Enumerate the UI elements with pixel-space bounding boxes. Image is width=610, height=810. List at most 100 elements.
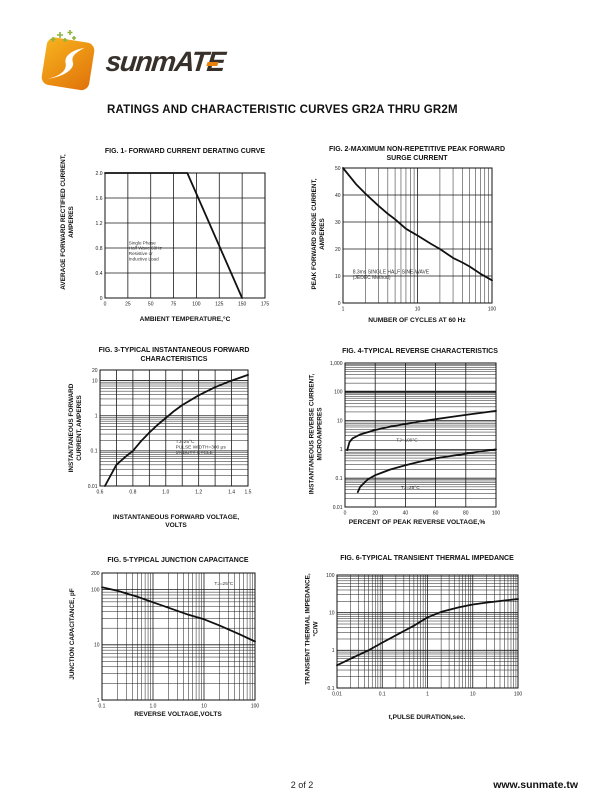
fig2-x-axis-label: NUMBER OF CYCLES AT 60 Hz	[368, 317, 466, 324]
svg-text:1.0: 1.0	[150, 704, 157, 710]
svg-text:0.8: 0.8	[96, 246, 103, 252]
fig4-x-axis-label: PERCENT OF PEAK REVERSE VOLTAGE,%	[348, 519, 486, 526]
svg-text:100: 100	[492, 511, 501, 517]
fig5-x-axis-label: REVERSE VOLTAGE,VOLTS	[134, 711, 222, 718]
fig6-x-axis-label: t,PULSE DURATION,sec.	[388, 714, 466, 721]
svg-text:10: 10	[92, 378, 98, 384]
svg-text:0.01: 0.01	[88, 484, 98, 490]
svg-text:1: 1	[95, 414, 98, 420]
fig1-y-axis-label: AVERAGE FORWARD RECTIFIED CURRENT, AMPER…	[60, 154, 75, 290]
fig5-title: FIG. 5-TYPICAL JUNCTION CAPACITANCE	[107, 557, 249, 564]
svg-text:2.0: 2.0	[96, 171, 103, 177]
svg-text:1.5: 1.5	[245, 490, 252, 496]
sunmate-logo-icon	[41, 30, 95, 91]
fig2-plot: 1 10 100 0 10 20 30 40 50 8.3ms SINGLE HALF SINE-…	[335, 166, 497, 313]
svg-text:100: 100	[192, 302, 201, 308]
page-number: 2 of 2	[290, 780, 314, 790]
svg-text:0.1: 0.1	[328, 686, 335, 692]
svg-text:0.6: 0.6	[97, 490, 104, 496]
svg-text:0.01: 0.01	[333, 505, 343, 511]
logo-sparkles	[50, 30, 76, 42]
svg-text:125: 125	[215, 302, 224, 308]
svg-text:100: 100	[488, 307, 497, 313]
svg-text:0.1: 0.1	[99, 704, 106, 710]
brand-accent-bar	[206, 62, 219, 66]
svg-text:100: 100	[91, 587, 100, 593]
svg-text:10: 10	[201, 704, 207, 710]
curve-tj-25c	[356, 448, 497, 494]
svg-text:30: 30	[335, 220, 341, 226]
svg-text:0.4: 0.4	[96, 271, 103, 277]
svg-text:80: 80	[463, 511, 469, 517]
svg-text:0: 0	[344, 511, 347, 517]
svg-text:1: 1	[340, 447, 343, 453]
curve-forward-characteristic	[103, 373, 249, 487]
svg-text:1.2: 1.2	[195, 490, 202, 496]
fig4-title: FIG. 4-TYPICAL REVERSE CHARACTERISTICS	[342, 348, 498, 355]
svg-text:0.8: 0.8	[129, 490, 136, 496]
svg-text:100: 100	[251, 704, 260, 710]
fig6-title: FIG. 6-TYPICAL TRANSIENT THERMAL IMPEDAN…	[340, 555, 514, 562]
curve-junction-capacitance	[101, 586, 256, 643]
fig5-plot: 0.1 1.0 10 100 1 10 100 200 TJ=25°C	[91, 571, 260, 710]
plot-annotation: TJ=25°C	[214, 581, 233, 587]
fig1-x-axis-label: AMBIENT TEMPERATURE,°C	[139, 316, 231, 323]
svg-text:1: 1	[426, 692, 429, 698]
svg-text:0: 0	[104, 302, 107, 308]
svg-text:20: 20	[92, 368, 98, 374]
svg-text:0.01: 0.01	[332, 692, 342, 698]
svg-text:0: 0	[100, 296, 103, 302]
svg-text:10: 10	[335, 274, 341, 280]
curve-thermal-impedance	[336, 598, 519, 667]
fig4-plot: 0 20 40 60 80 100 0.01 0.1 1 10 100 1,000 TJ=100°C TJ…	[330, 361, 501, 517]
plot-annotation: TJ=25°C	[401, 485, 420, 491]
fig1-plot: 0 25 50 75 100 125 150 175 0 0.4 0.8 1.2 1.6 2.0 Singl…	[96, 171, 270, 308]
svg-text:0: 0	[338, 301, 341, 307]
svg-text:50: 50	[148, 302, 154, 308]
svg-text:50: 50	[335, 166, 341, 172]
fig2-title: FIG. 2-MAXIMUM NON-REPETITIVE PEAK FORWA…	[328, 146, 506, 162]
svg-text:200: 200	[91, 571, 100, 577]
svg-text:40: 40	[335, 193, 341, 199]
svg-text:20: 20	[372, 511, 378, 517]
page-title: RATINGS AND CHARACTERISTIC CURVES GR2A T…	[107, 104, 458, 116]
svg-text:1: 1	[342, 307, 345, 313]
svg-text:100: 100	[514, 692, 523, 698]
svg-text:75: 75	[171, 302, 177, 308]
svg-text:100: 100	[334, 390, 343, 396]
svg-text:0.1: 0.1	[379, 692, 386, 698]
fig3-x-axis-label: INSTANTANEOUS FORWARD VOLTAGE, VOLTS	[112, 514, 240, 529]
svg-text:1: 1	[97, 698, 100, 704]
svg-text:10: 10	[329, 610, 335, 616]
svg-text:40: 40	[403, 511, 409, 517]
curve-tj-100c	[346, 410, 497, 451]
svg-text:10: 10	[470, 692, 476, 698]
website-url: www.sunmate.tw	[493, 779, 578, 791]
svg-text:100: 100	[326, 573, 335, 579]
plot-annotation: TJ=25°C PULSE WIDTH=300 μs 1%DUTY CYCLE	[176, 439, 227, 456]
svg-text:20: 20	[335, 247, 341, 253]
svg-text:10: 10	[94, 643, 100, 649]
svg-text:10: 10	[415, 307, 421, 313]
svg-text:1.2: 1.2	[96, 221, 103, 227]
fig3-title: FIG. 3-TYPICAL INSTANTANEOUS FORWARD CHA…	[98, 347, 250, 363]
svg-text:175: 175	[261, 302, 270, 308]
plot-annotation: Single Phase Half Wave 60Hz Resistive or In…	[129, 240, 163, 261]
fig1-title: FIG. 1- FORWARD CURRENT DERATING CURVE	[104, 148, 266, 155]
svg-text:25: 25	[125, 302, 131, 308]
svg-text:150: 150	[238, 302, 247, 308]
curve-surge-current	[342, 167, 493, 282]
svg-text:0.1: 0.1	[91, 449, 98, 455]
svg-text:1: 1	[332, 648, 335, 654]
svg-text:1.4: 1.4	[228, 490, 235, 496]
svg-text:10: 10	[337, 418, 343, 424]
plot-annotation: 8.3ms SINGLE HALF SINE-WAVE (JEDEC Method…	[353, 269, 430, 281]
svg-text:0.1: 0.1	[336, 476, 343, 482]
curve-derating-curve	[104, 172, 244, 299]
fig3-plot: 0.6 0.8 1.0 1.2 1.4 1.5 0.01 0.1 1 10 20 TJ=25°C PUL…	[88, 368, 252, 496]
svg-text:1.0: 1.0	[162, 490, 169, 496]
svg-text:1.6: 1.6	[96, 196, 103, 202]
svg-text:60: 60	[433, 511, 439, 517]
